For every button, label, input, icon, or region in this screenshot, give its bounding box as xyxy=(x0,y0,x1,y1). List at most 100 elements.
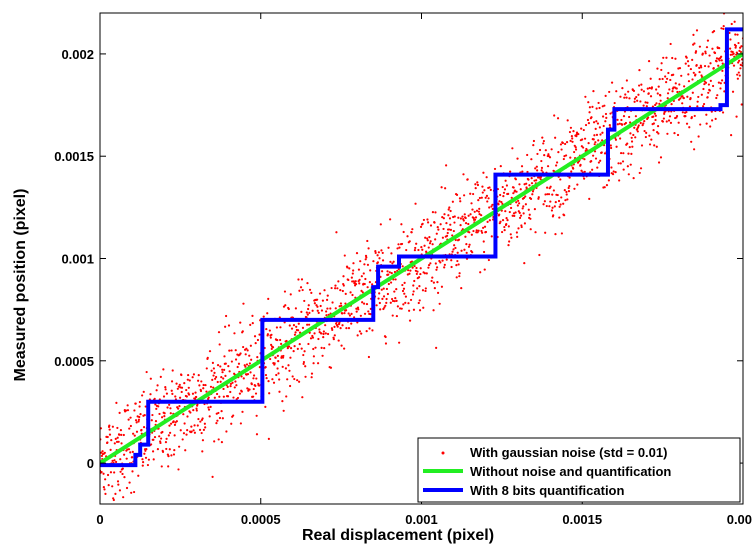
noise-point xyxy=(394,278,397,281)
noise-point xyxy=(161,430,164,434)
noise-point xyxy=(342,284,345,287)
noise-point xyxy=(551,193,554,196)
noise-point xyxy=(568,185,571,188)
noise-point xyxy=(603,104,606,107)
noise-point xyxy=(698,66,701,69)
noise-point xyxy=(436,266,439,269)
noise-point xyxy=(429,224,433,227)
noise-point xyxy=(732,64,736,67)
noise-point xyxy=(414,202,417,205)
noise-point xyxy=(713,51,717,55)
noise-point xyxy=(600,151,603,154)
noise-point xyxy=(599,133,602,136)
noise-point xyxy=(204,383,207,387)
noise-point xyxy=(525,182,528,185)
noise-point xyxy=(364,258,367,261)
noise-point xyxy=(198,384,201,387)
noise-point xyxy=(298,289,301,292)
noise-point xyxy=(482,240,485,243)
noise-point xyxy=(453,221,456,224)
noise-point xyxy=(412,308,416,311)
noise-point xyxy=(532,144,535,147)
noise-point xyxy=(288,345,291,348)
noise-point xyxy=(481,231,484,234)
noise-point xyxy=(633,100,636,103)
noise-point xyxy=(347,327,351,330)
noise-point xyxy=(705,113,708,116)
noise-point xyxy=(738,74,741,77)
noise-point xyxy=(487,258,490,262)
noise-point xyxy=(422,218,426,222)
noise-point xyxy=(145,370,148,374)
noise-point xyxy=(404,301,407,304)
series-ideal-line xyxy=(100,52,743,465)
noise-point xyxy=(155,389,158,392)
noise-point xyxy=(334,287,337,290)
noise-point xyxy=(363,263,366,266)
noise-point xyxy=(352,280,355,283)
noise-point xyxy=(647,92,650,95)
noise-point xyxy=(636,130,639,133)
noise-point xyxy=(302,362,305,365)
noise-point xyxy=(402,230,405,234)
noise-point xyxy=(588,106,591,109)
noise-point xyxy=(114,437,117,440)
noise-point xyxy=(320,309,324,312)
noise-point xyxy=(447,208,450,211)
noise-point xyxy=(106,441,109,444)
noise-point xyxy=(195,407,198,410)
noise-point xyxy=(562,157,565,161)
noise-point xyxy=(615,145,618,148)
noise-point xyxy=(736,77,739,80)
noise-point xyxy=(687,64,690,67)
noise-point xyxy=(391,314,394,317)
noise-point xyxy=(587,122,591,125)
noise-point xyxy=(716,94,719,97)
noise-point xyxy=(390,297,394,301)
noise-point xyxy=(622,168,625,171)
noise-point xyxy=(475,209,479,212)
noise-point xyxy=(304,375,307,378)
noise-point xyxy=(740,103,743,106)
noise-point xyxy=(267,380,270,383)
noise-point xyxy=(406,235,409,238)
noise-point xyxy=(453,244,456,247)
noise-point xyxy=(119,458,122,461)
noise-point xyxy=(250,383,253,386)
noise-point xyxy=(197,374,200,377)
noise-point xyxy=(158,412,161,416)
noise-point xyxy=(476,181,479,184)
noise-point xyxy=(137,420,140,423)
noise-point xyxy=(524,203,527,206)
noise-point xyxy=(471,251,474,254)
noise-point xyxy=(521,207,524,210)
noise-point xyxy=(254,392,258,395)
noise-point xyxy=(318,328,321,331)
noise-point xyxy=(414,246,417,250)
noise-point xyxy=(738,49,741,53)
noise-point xyxy=(307,342,310,346)
noise-point xyxy=(629,163,632,166)
noise-point xyxy=(271,378,274,381)
noise-point xyxy=(418,285,421,288)
noise-point xyxy=(463,194,466,197)
noise-point xyxy=(165,437,168,440)
noise-point xyxy=(215,375,218,379)
noise-point xyxy=(304,365,307,368)
noise-point xyxy=(171,369,174,372)
noise-point xyxy=(109,471,113,474)
noise-point xyxy=(366,263,370,266)
noise-point xyxy=(445,258,448,261)
noise-point xyxy=(301,288,304,292)
noise-point xyxy=(205,390,208,393)
noise-point xyxy=(507,225,510,228)
noise-point xyxy=(297,329,300,332)
noise-point xyxy=(580,127,583,130)
noise-point xyxy=(138,400,141,404)
noise-point xyxy=(646,87,649,90)
noise-point xyxy=(452,248,455,251)
noise-point xyxy=(168,424,171,427)
noise-point xyxy=(476,183,480,187)
noise-point xyxy=(729,47,732,50)
noise-point xyxy=(215,392,219,396)
